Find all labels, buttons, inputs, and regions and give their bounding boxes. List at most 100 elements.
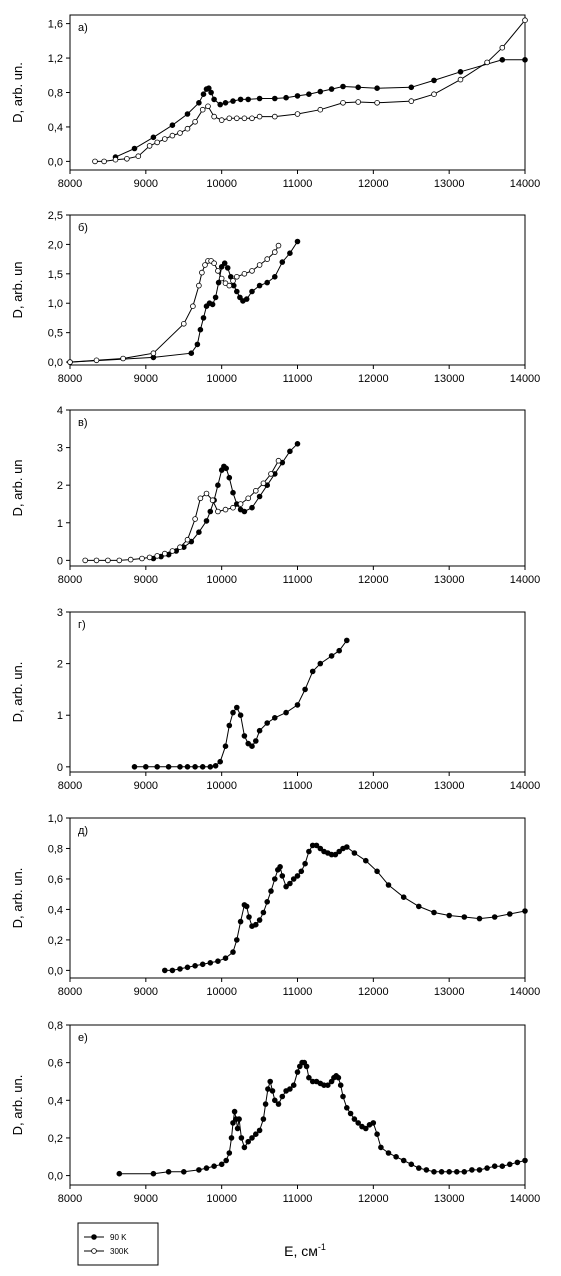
- data-point: [112, 156, 119, 163]
- data-point: [522, 1157, 528, 1164]
- data-point: [143, 763, 149, 770]
- data-point: [101, 158, 107, 165]
- x-tick-label: 11000: [283, 574, 313, 586]
- plot-frame: [69, 611, 526, 773]
- data-point: [340, 83, 346, 90]
- y-tick-label: 2,5: [48, 210, 63, 222]
- data-point: [415, 903, 422, 910]
- panel-2: 8000 9000 10000 11000 12000 13000 14000 0,0 0,5 1…: [10, 210, 540, 385]
- data-point: [506, 1161, 513, 1168]
- data-point: [184, 763, 191, 770]
- data-point: [237, 712, 244, 718]
- data-point: [290, 1082, 297, 1088]
- y-tick-label: 2: [57, 480, 63, 492]
- data-point: [169, 132, 176, 139]
- data-point: [408, 1161, 415, 1168]
- data-point: [162, 136, 168, 142]
- data-point: [234, 115, 240, 122]
- x-tick-label: 8000: [58, 780, 82, 792]
- data-point: [169, 967, 176, 974]
- data-point: [317, 845, 324, 852]
- data-point: [215, 958, 221, 964]
- data-point: [408, 98, 415, 104]
- data-point: [131, 145, 138, 152]
- data-point: [491, 914, 498, 920]
- y-tick-label: 1,0: [48, 813, 63, 825]
- data-point: [271, 1097, 278, 1104]
- y-axis-label: D, arb. un.: [10, 662, 25, 723]
- data-point: [67, 359, 73, 365]
- data-point: [230, 98, 236, 104]
- data-point: [120, 355, 126, 362]
- x-tick-label: 11000: [283, 986, 313, 998]
- data-point: [499, 56, 506, 63]
- x-tick-label: 14000: [510, 178, 541, 190]
- data-point: [211, 1163, 217, 1169]
- series-line: [69, 245, 279, 363]
- data-point: [362, 1125, 369, 1132]
- y-tick-label: 0: [57, 555, 63, 567]
- data-point: [355, 1120, 362, 1126]
- data-point: [328, 86, 335, 92]
- data-point: [385, 1150, 392, 1156]
- data-point: [150, 134, 157, 141]
- data-point: [231, 282, 237, 289]
- data-point: [256, 727, 263, 734]
- data-point: [211, 113, 217, 120]
- data-point: [230, 504, 236, 511]
- data-point: [162, 967, 168, 974]
- x-tick-label: 13000: [434, 1193, 465, 1205]
- data-point: [253, 921, 259, 928]
- data-point: [256, 262, 263, 268]
- data-point: [313, 842, 320, 849]
- data-point: [139, 555, 145, 562]
- x-tick-label: 9000: [134, 986, 158, 998]
- data-point: [306, 848, 312, 855]
- data-point: [340, 1093, 346, 1100]
- data-point: [203, 518, 210, 524]
- legend-label: 90 K: [110, 1233, 127, 1242]
- data-point: [238, 1135, 245, 1141]
- data-point: [241, 508, 248, 515]
- data-point: [165, 763, 172, 770]
- data-point: [499, 44, 506, 51]
- data-point: [287, 448, 293, 455]
- data-point: [283, 883, 289, 890]
- y-axis-label: D, arb. un.: [10, 868, 25, 929]
- y-tick-label: 0,8: [48, 88, 63, 100]
- data-point: [188, 350, 195, 357]
- data-point: [431, 909, 437, 916]
- y-tick-label: 1,2: [48, 53, 63, 65]
- data-point: [245, 495, 252, 502]
- data-point: [184, 111, 191, 117]
- data-point: [127, 556, 134, 563]
- data-point: [222, 100, 229, 106]
- data-point: [202, 262, 208, 268]
- data-point: [277, 863, 283, 870]
- data-point: [453, 1169, 460, 1175]
- data-point: [260, 909, 267, 916]
- data-point: [199, 106, 206, 113]
- data-point: [116, 557, 123, 564]
- data-point: [415, 1165, 422, 1171]
- data-point: [192, 119, 198, 125]
- x-tick-label: 13000: [434, 178, 465, 190]
- data-point: [256, 95, 263, 102]
- data-point: [207, 763, 214, 770]
- data-point: [211, 96, 217, 103]
- data-point: [294, 1069, 301, 1075]
- x-tick-label: 8000: [58, 1193, 82, 1205]
- data-point: [226, 1150, 233, 1156]
- data-point: [522, 908, 528, 914]
- data-point: [335, 1074, 342, 1081]
- data-point: [317, 106, 324, 113]
- data-point: [218, 117, 225, 123]
- data-point: [476, 1167, 483, 1173]
- y-tick-label: 0,2: [48, 1133, 63, 1145]
- data-point: [374, 85, 380, 91]
- data-point: [294, 702, 301, 708]
- data-point: [446, 1169, 453, 1175]
- plot-frame: [69, 214, 526, 366]
- data-point: [196, 282, 202, 289]
- data-point: [385, 882, 392, 888]
